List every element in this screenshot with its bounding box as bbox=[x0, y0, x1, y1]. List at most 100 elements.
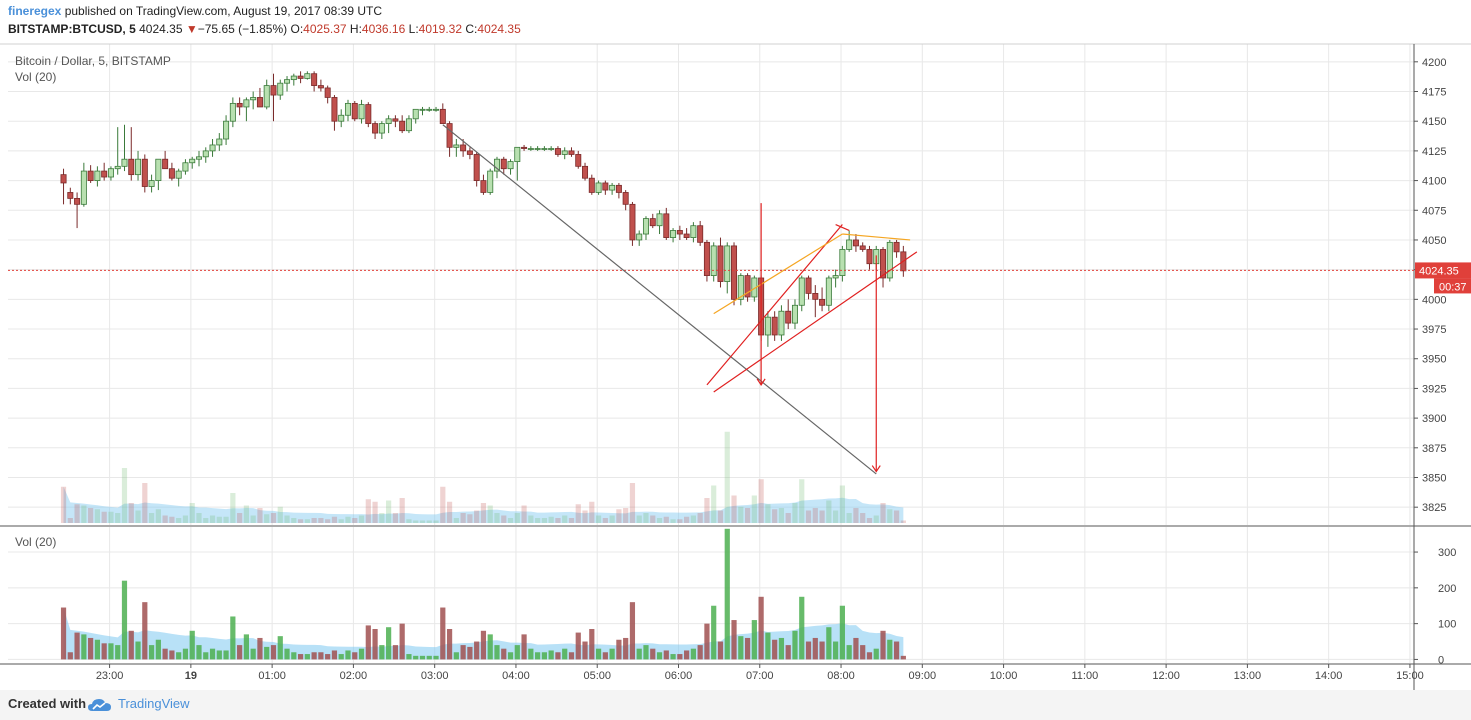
candle-body bbox=[717, 245, 724, 282]
candle-body bbox=[284, 79, 291, 84]
candle-body bbox=[805, 277, 812, 294]
tradingview-link[interactable]: TradingView bbox=[118, 696, 190, 711]
time-tick-label: 02:00 bbox=[340, 670, 368, 682]
volume-bar bbox=[697, 645, 703, 660]
volume-bar bbox=[772, 639, 778, 660]
candle-body bbox=[825, 277, 832, 306]
price-chart[interactable]: Bitcoin / Dollar, 5, BITSTAMP Vol (20) Vol… bbox=[0, 0, 1471, 690]
volume-bar bbox=[765, 632, 771, 660]
candle-body bbox=[433, 108, 440, 111]
volume-overlay-bar bbox=[785, 513, 791, 523]
candle-body bbox=[893, 241, 900, 253]
candle-body bbox=[541, 148, 548, 150]
candle-body bbox=[778, 310, 785, 336]
low-value: 4019.32 bbox=[418, 22, 463, 36]
volume-overlay-bar bbox=[711, 485, 717, 523]
volume-overlay-bar bbox=[284, 515, 290, 523]
candle-body bbox=[697, 225, 704, 243]
volume-overlay-bar bbox=[629, 483, 636, 523]
volume-overlay-bar bbox=[128, 503, 134, 523]
high-label: H: bbox=[349, 22, 362, 36]
candle-body bbox=[636, 233, 643, 241]
volume-overlay-bar bbox=[507, 518, 514, 523]
volume-bar bbox=[115, 645, 121, 660]
volume-bar bbox=[386, 627, 392, 660]
candle-body bbox=[615, 184, 622, 193]
volume-bar bbox=[480, 630, 487, 660]
volume-overlay-bar bbox=[108, 511, 114, 523]
candle-body bbox=[331, 97, 338, 122]
candle-body bbox=[744, 275, 751, 298]
indicator-label: Vol (20) bbox=[15, 70, 56, 84]
volume-overlay-bar bbox=[270, 513, 277, 523]
volume-bar bbox=[325, 654, 331, 660]
candle-body bbox=[710, 245, 717, 276]
candle-body bbox=[852, 239, 859, 247]
volume-bar bbox=[311, 652, 317, 660]
volume-bar bbox=[358, 648, 365, 660]
volume-overlay-bar bbox=[778, 508, 785, 523]
volume-overlay-bar bbox=[833, 510, 839, 523]
candle-body bbox=[676, 230, 683, 235]
chart-header: fineregex published on TradingView.com, … bbox=[0, 0, 1471, 44]
volume-bar bbox=[724, 528, 730, 660]
volume-overlay-bar bbox=[338, 519, 344, 523]
volume-bar bbox=[528, 648, 534, 660]
volume-overlay-bar bbox=[440, 486, 446, 523]
candle-body bbox=[378, 123, 385, 134]
publisher-link[interactable]: fineregex bbox=[8, 4, 62, 18]
candle-body bbox=[582, 165, 589, 179]
candle-body bbox=[500, 158, 507, 170]
candle-body bbox=[94, 170, 101, 181]
annotation-orange-top bbox=[842, 233, 911, 241]
volume-bar bbox=[352, 652, 358, 660]
publish-text: published on TradingView.com, August 19,… bbox=[64, 4, 383, 18]
chart-title: Bitcoin / Dollar, 5, BITSTAMP bbox=[15, 54, 171, 68]
tradingview-cloud-icon[interactable] bbox=[88, 698, 112, 717]
volume-bar bbox=[182, 648, 189, 660]
candle-body bbox=[771, 316, 778, 336]
candle-body bbox=[277, 82, 284, 96]
candle-body bbox=[548, 148, 555, 150]
volume-bar bbox=[541, 652, 547, 660]
volume-bar bbox=[223, 650, 229, 660]
volume-bar bbox=[318, 652, 324, 660]
volume-bar bbox=[833, 641, 839, 660]
time-tick-label: 19 bbox=[185, 670, 197, 682]
volume-bar bbox=[535, 652, 541, 660]
candle-body bbox=[629, 203, 636, 241]
volume-overlay-bar bbox=[731, 495, 737, 523]
volume-overlay-bar bbox=[799, 479, 805, 523]
price-tick-label: 4050 bbox=[1422, 235, 1446, 247]
volume-overlay-bar bbox=[257, 508, 263, 523]
candle-body bbox=[588, 177, 595, 193]
volume-bar bbox=[474, 641, 480, 660]
time-tick-label: 12:00 bbox=[1152, 670, 1180, 682]
candle-body bbox=[351, 102, 358, 120]
candle-body bbox=[880, 249, 887, 279]
volume-bar bbox=[413, 655, 419, 660]
candle-body bbox=[446, 123, 453, 148]
candle-body bbox=[236, 102, 243, 108]
volume-overlay-bar bbox=[345, 516, 351, 523]
volume-bar bbox=[684, 650, 690, 660]
candle-body bbox=[223, 120, 230, 140]
volume-overlay-bar bbox=[474, 510, 480, 523]
volume-overlay-bar bbox=[230, 493, 236, 523]
volume-bar bbox=[873, 648, 879, 660]
time-tick-label: 07:00 bbox=[746, 670, 774, 682]
volume-bar bbox=[406, 654, 412, 660]
volume-bar bbox=[602, 652, 608, 660]
annotation-trend-line bbox=[442, 124, 877, 475]
last-price-badge-label: 4024.35 bbox=[1419, 265, 1459, 277]
volume-overlay-bar bbox=[60, 486, 67, 523]
volume-overlay-bar bbox=[792, 503, 798, 523]
volume-bar bbox=[880, 630, 886, 660]
volume-overlay-bar bbox=[643, 513, 649, 523]
volume-bar bbox=[291, 652, 297, 660]
time-tick-label: 14:00 bbox=[1315, 670, 1343, 682]
candle-body bbox=[554, 148, 561, 155]
volume-overlay-bar bbox=[480, 503, 487, 523]
candle-body bbox=[453, 144, 460, 148]
candle-body bbox=[385, 118, 392, 124]
